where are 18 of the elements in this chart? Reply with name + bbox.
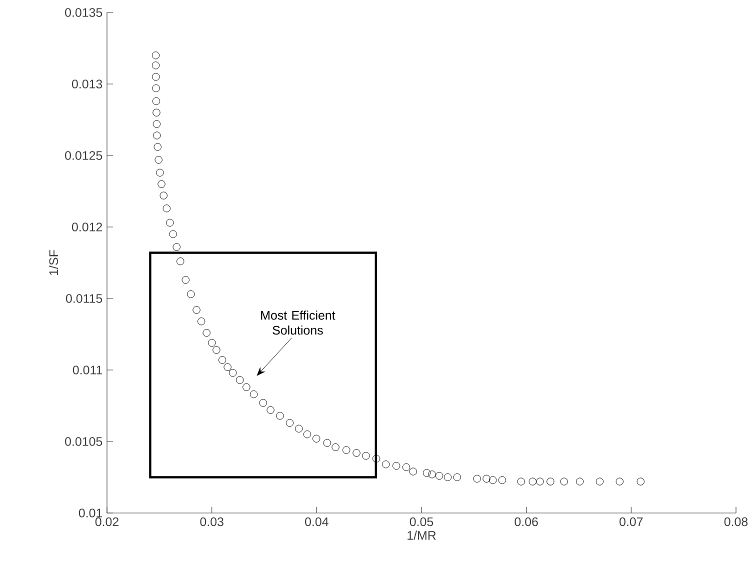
y-tick-label: 0.013 — [72, 80, 102, 88]
y-axis-title: 1/SF — [48, 250, 58, 275]
y-tick-label: 0.0105 — [65, 437, 102, 446]
y-tick-label: 0.0135 — [65, 8, 102, 17]
x-tick-label: 0.08 — [724, 517, 748, 526]
x-tick-label: 0.05 — [410, 517, 434, 526]
y-tick-label: 0.01 — [78, 508, 102, 518]
y-tick-label: 0.0125 — [65, 151, 102, 160]
x-tick-label: 0.06 — [514, 517, 538, 526]
y-tick-label: 0.011 — [72, 366, 102, 374]
x-tick-label: 0.02 — [95, 517, 118, 526]
y-tick-label: 0.012 — [72, 222, 102, 232]
y-tick-label: 0.0115 — [66, 294, 102, 303]
x-tick-label: 0.07 — [620, 517, 643, 526]
x-tick-label: 0.03 — [200, 517, 224, 526]
x-tick-label: 0.04 — [305, 517, 328, 526]
x-axis-title: 1/MR — [408, 530, 436, 540]
annotation: Most Efficient Solutions — [261, 310, 336, 335]
